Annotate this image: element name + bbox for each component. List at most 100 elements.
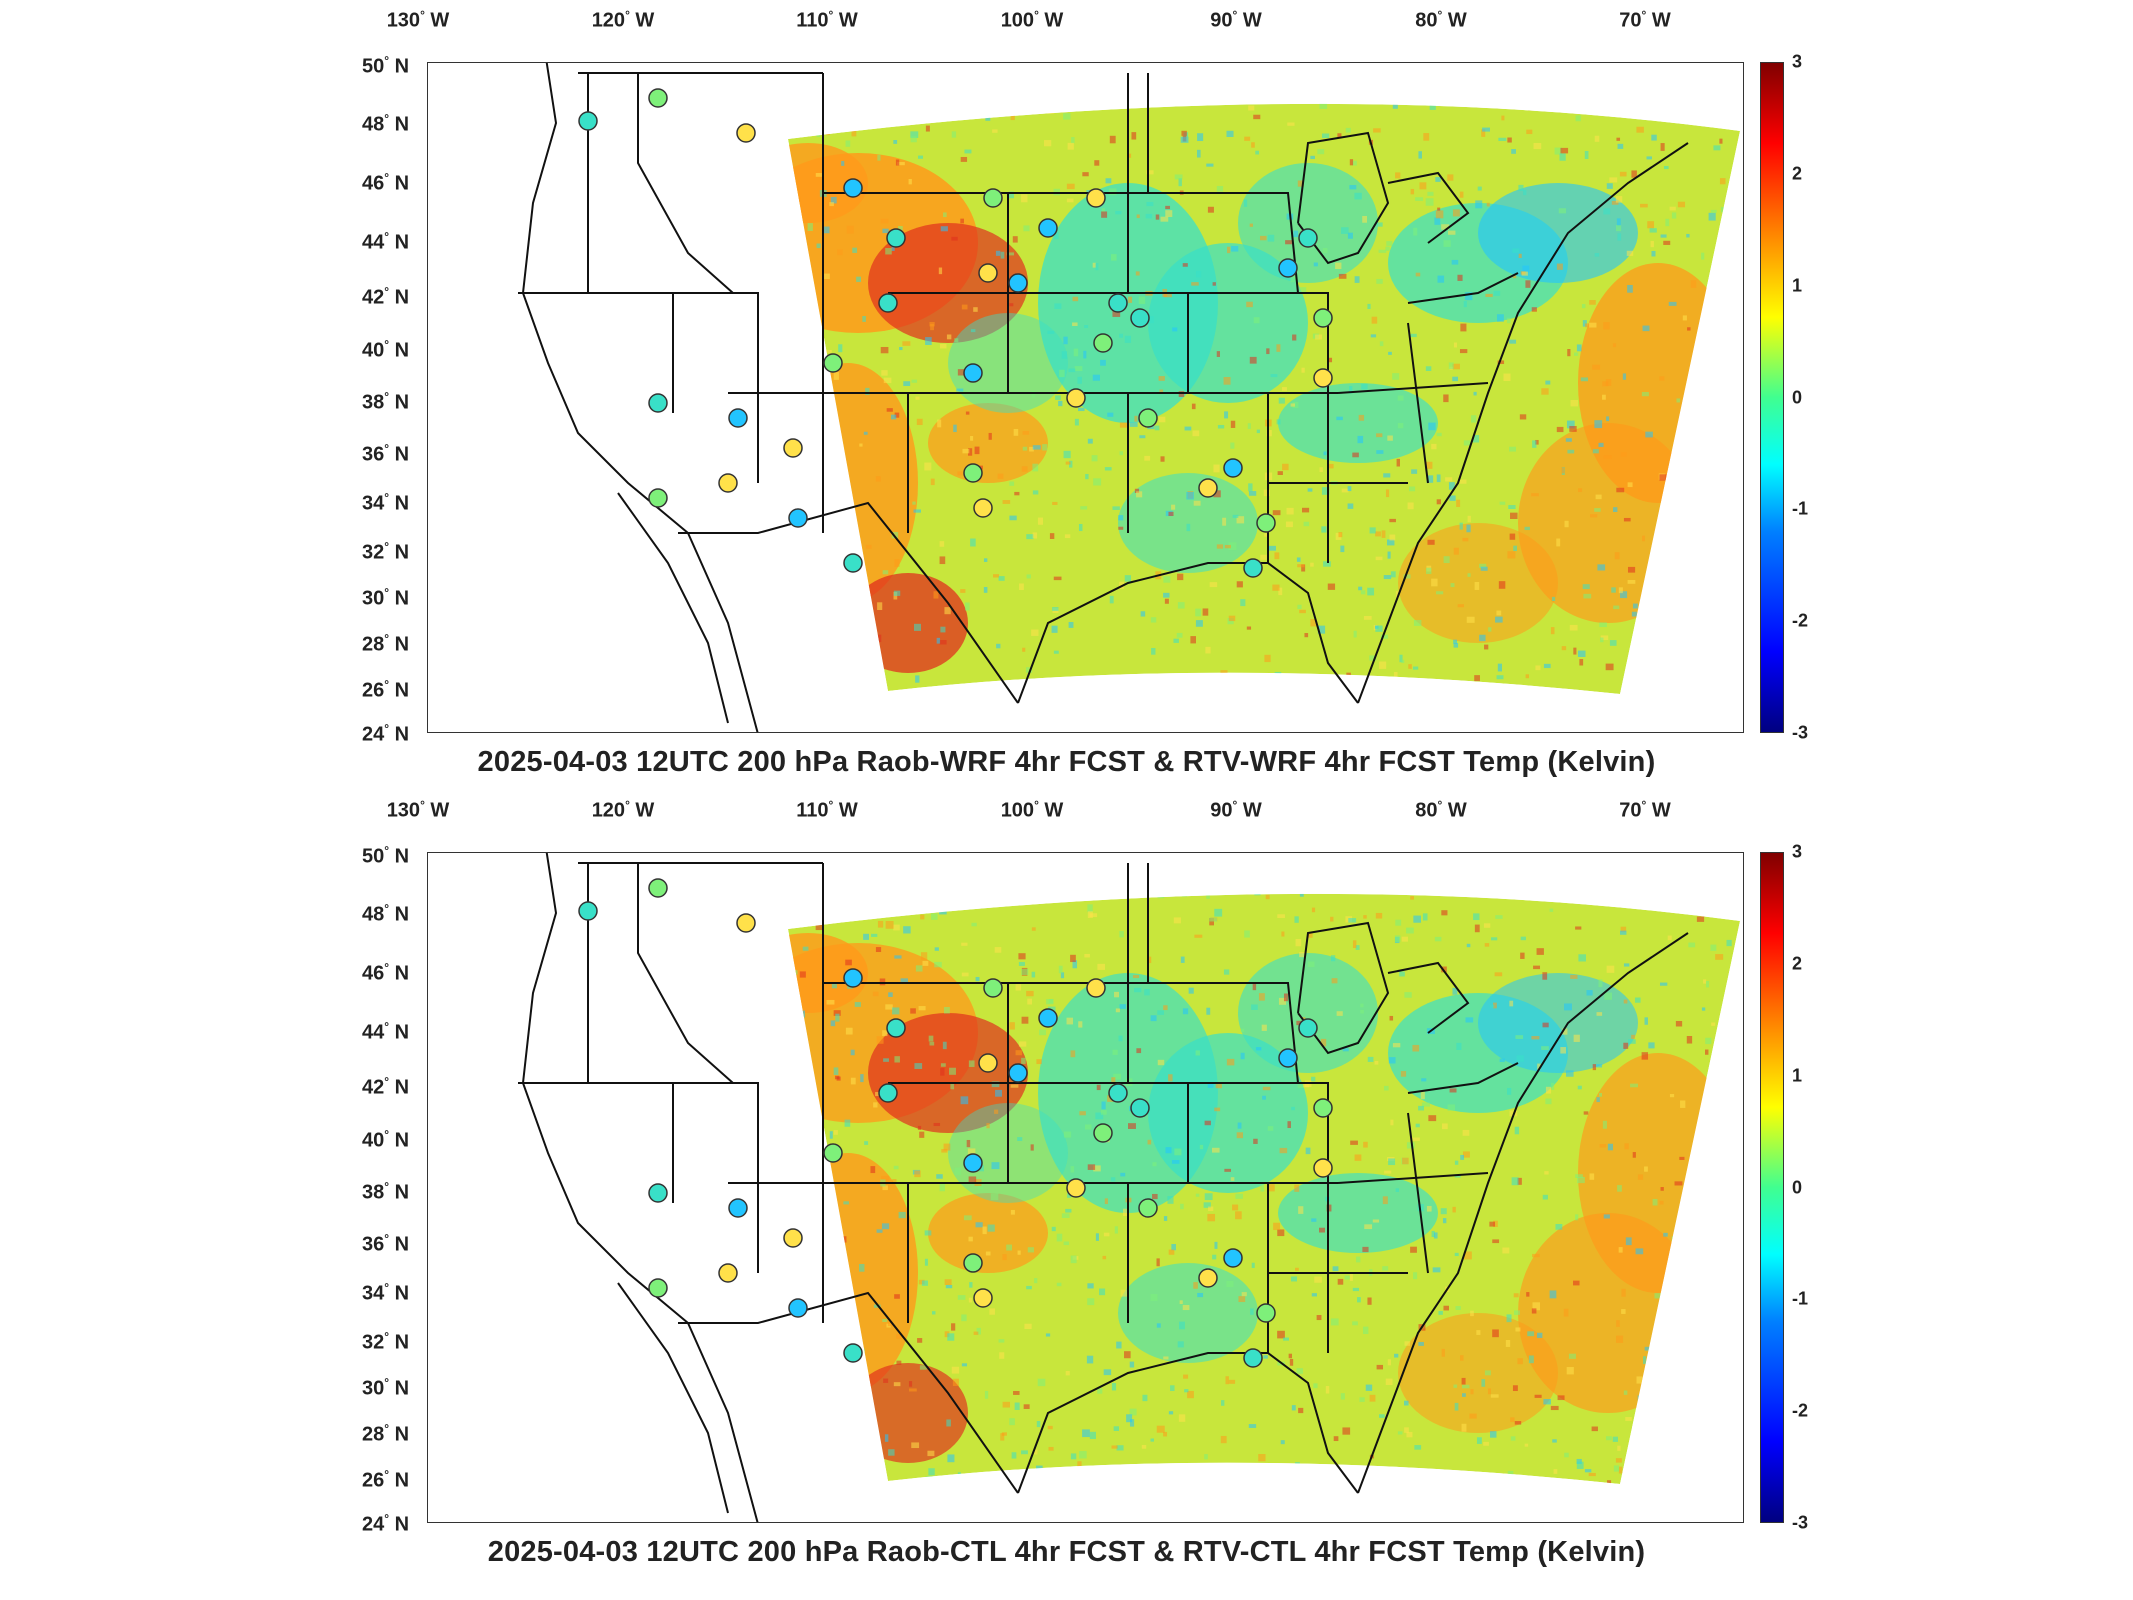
lon-tick-label: 90° W: [1210, 798, 1262, 822]
boundary-line: [518, 292, 674, 413]
boundary-line: [1407, 272, 1519, 304]
raob-station-marker: [1086, 188, 1106, 208]
anomaly-region: [788, 143, 868, 223]
anomaly-region: [848, 573, 968, 673]
boundary-line: [1017, 562, 1359, 704]
lat-tick-label: 46° N: [362, 960, 410, 985]
lon-tick-label: 80° W: [1415, 798, 1467, 822]
boundary-line: [673, 1082, 759, 1273]
raob-station-marker: [648, 393, 668, 413]
raob-station-marker: [886, 228, 906, 248]
raob-station-marker: [718, 1263, 738, 1283]
lat-tick-label: 32° N: [362, 1329, 410, 1354]
raob-station-marker: [728, 1198, 748, 1218]
raob-station-marker: [783, 1228, 803, 1248]
map-panel-top: 130° W 120° W 110° W 100° W 90° W 80° W 70° W …: [0, 0, 2133, 790]
colorbar-tick-label: 1: [1792, 1065, 1803, 1086]
lon-tick-label: 110° W: [796, 8, 858, 32]
boundary-line: [728, 1182, 824, 1323]
lat-tick-label: 42° N: [362, 1074, 410, 1099]
lon-tick-label: 70° W: [1619, 798, 1671, 822]
raob-station-marker: [823, 353, 843, 373]
boundary-line: [822, 73, 1129, 533]
boundary-line: [1357, 932, 1689, 1494]
raob-station-marker: [1198, 478, 1218, 498]
colorbar-tick-label: 2: [1792, 953, 1803, 974]
raob-station-marker: [1313, 1158, 1333, 1178]
raob-station-marker: [1066, 1178, 1086, 1198]
lat-tick-label: 30° N: [362, 1375, 410, 1400]
colorbar-tick-label: -2: [1792, 1400, 1809, 1421]
lon-tick-label: 100° W: [1000, 8, 1064, 32]
colorbar-tick-label: 0: [1792, 1177, 1803, 1197]
boundary-line: [1407, 1062, 1519, 1094]
anomaly-region: [1238, 163, 1378, 283]
raob-station-marker: [983, 188, 1003, 208]
boundary-line: [673, 292, 759, 483]
anomaly-region: [1238, 953, 1378, 1073]
boundary-line: [637, 863, 734, 1084]
boundary-line: [518, 1082, 674, 1203]
lat-tick-label: 44° N: [362, 1019, 410, 1044]
raob-station-marker: [578, 111, 598, 131]
raob-station-marker: [1298, 228, 1318, 248]
raob-station-marker: [578, 901, 598, 921]
boundary-line: [1128, 1182, 1269, 1353]
boundary-line: [1297, 921, 1390, 1055]
lat-tick-label: 34° N: [362, 1280, 410, 1305]
lat-tick-label: 38° N: [362, 389, 410, 414]
raob-station-marker: [823, 1143, 843, 1163]
lat-tick-label: 24° N: [362, 721, 410, 746]
anomaly-region: [1278, 383, 1438, 463]
raob-station-marker: [1138, 408, 1158, 428]
anomaly-region: [788, 933, 868, 1013]
lat-tick-label: 30° N: [362, 585, 410, 610]
raob-station-marker: [718, 473, 738, 493]
boundary-line: [1407, 1112, 1429, 1274]
lat-tick-label: 34° N: [362, 490, 410, 515]
raob-station-marker: [843, 968, 863, 988]
colorbar-tick-label: 1: [1792, 275, 1803, 296]
raob-station-marker: [963, 1253, 983, 1273]
raob-station-marker: [1130, 1098, 1150, 1118]
boundary-line: [521, 63, 759, 732]
anomaly-region: [868, 223, 1028, 343]
map-frame: [427, 852, 1744, 1523]
lat-tick-label: 26° N: [362, 1467, 410, 1492]
boundary-line: [1297, 131, 1390, 265]
raob-station-marker: [648, 1278, 668, 1298]
boundary-line: [1148, 192, 1299, 294]
raob-station-marker: [648, 1183, 668, 1203]
lat-tick-label: 36° N: [362, 441, 410, 466]
raob-station-marker: [843, 1343, 863, 1363]
raob-station-marker: [1093, 1123, 1113, 1143]
anomaly-region: [928, 403, 1048, 483]
raob-station-marker: [963, 363, 983, 383]
raob-station-marker: [843, 178, 863, 198]
raob-station-marker: [1256, 513, 1276, 533]
panel-title: 2025-04-03 12UTC 200 hPa Raob-WRF 4hr FC…: [477, 746, 1656, 778]
raob-station-marker: [1313, 308, 1333, 328]
anomaly-region: [848, 1363, 968, 1463]
colorbar-tick-label: 0: [1792, 387, 1803, 407]
lat-tick-label: 32° N: [362, 539, 410, 564]
lat-tick-label: 48° N: [362, 111, 410, 136]
boundary-line: [1128, 392, 1269, 563]
lat-tick-label: 50° N: [362, 53, 410, 78]
lat-tick-label: 24° N: [362, 1511, 410, 1536]
raob-station-marker: [886, 1018, 906, 1038]
colorbar: [1760, 852, 1784, 1523]
anomaly-region: [1278, 1173, 1438, 1253]
temperature-difference-map: [518, 853, 1740, 1522]
raob-station-marker: [736, 913, 756, 933]
anomaly-region: [1478, 973, 1638, 1073]
lat-tick-label: 28° N: [362, 1421, 410, 1446]
boundary-line: [637, 73, 734, 294]
raob-station-marker: [788, 1298, 808, 1318]
boundary-line: [617, 492, 729, 724]
boundary-line: [1387, 961, 1470, 1034]
raob-station-marker: [878, 1083, 898, 1103]
lat-tick-label: 46° N: [362, 170, 410, 195]
raob-station-marker: [1243, 1348, 1263, 1368]
lon-tick-label: 70° W: [1619, 8, 1671, 32]
